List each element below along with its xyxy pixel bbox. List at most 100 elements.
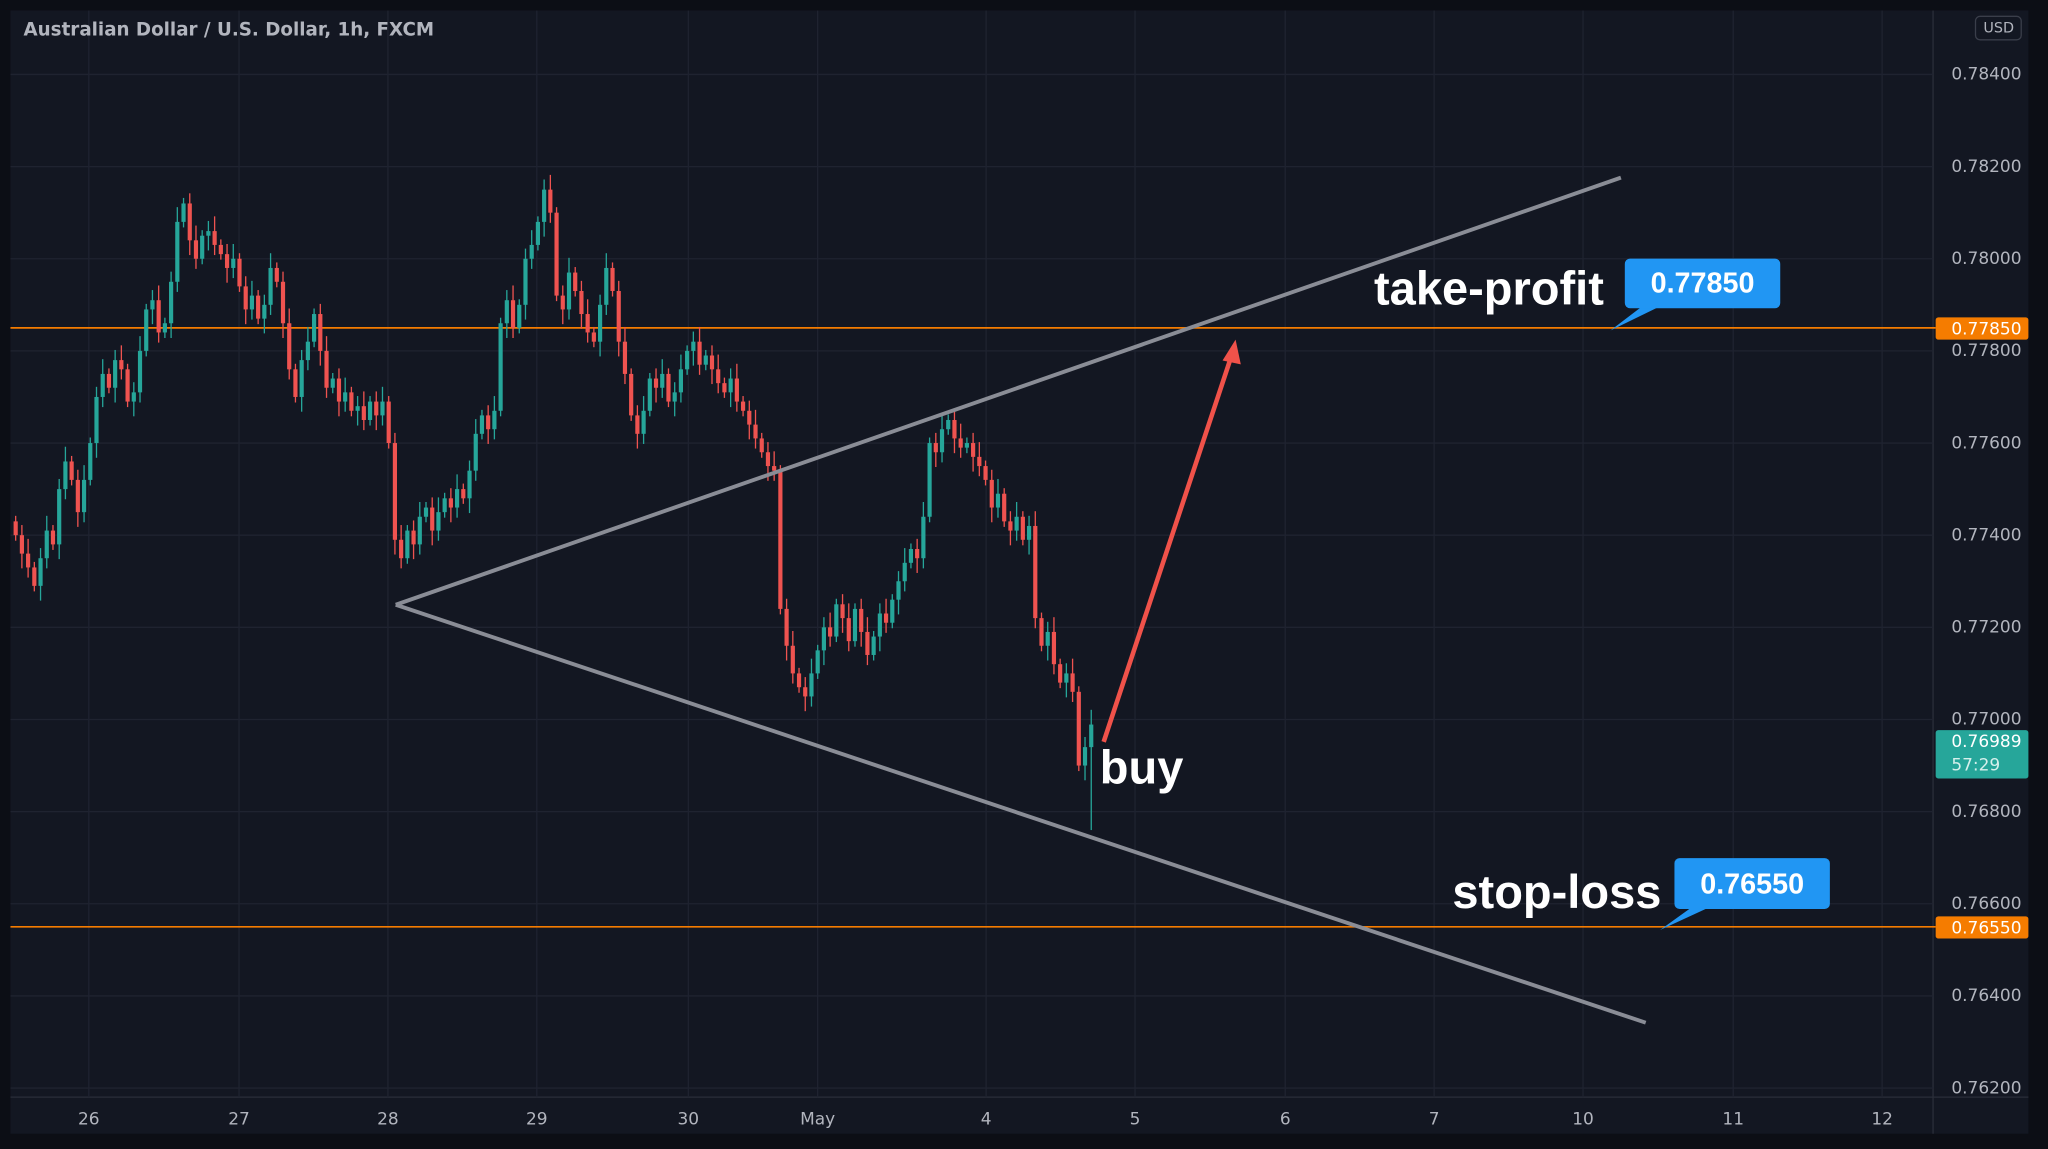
candle <box>542 179 547 237</box>
y-tick-label: 0.76200 <box>1951 1078 2021 1098</box>
candle <box>1039 612 1044 652</box>
candle <box>548 174 553 223</box>
candle-body <box>461 489 466 499</box>
candle <box>405 525 410 564</box>
candle-body <box>734 378 739 402</box>
candle <box>977 442 982 477</box>
candle-body <box>423 507 429 517</box>
candle <box>890 594 895 629</box>
candle <box>1008 511 1013 546</box>
candle-body <box>224 254 230 268</box>
candle <box>212 216 217 256</box>
candle-body <box>560 295 565 310</box>
candle <box>193 225 199 269</box>
candle-body <box>94 396 99 444</box>
candle-body <box>877 613 882 637</box>
candle-body <box>268 267 273 305</box>
candle-body <box>1076 691 1081 766</box>
candle-body <box>442 498 447 513</box>
candle <box>374 391 379 431</box>
candle-body <box>983 466 988 480</box>
candle <box>759 432 764 458</box>
candle-body <box>1033 525 1038 619</box>
candle-body <box>585 314 590 333</box>
price-tag-bg <box>1935 317 2029 340</box>
candle <box>523 248 528 320</box>
candle-body <box>125 369 130 402</box>
candle <box>336 368 342 417</box>
candle <box>75 469 80 527</box>
stop-loss-label: stop-loss <box>1452 864 1662 919</box>
candle-body <box>144 309 149 351</box>
candle <box>678 354 683 403</box>
candle-body <box>1064 673 1069 683</box>
y-tick-label: 0.77000 <box>1951 710 2021 730</box>
candle <box>63 446 68 500</box>
candle-body <box>666 373 671 402</box>
candle-body <box>374 401 379 416</box>
candle <box>1070 658 1075 702</box>
candle <box>1033 511 1038 629</box>
price-tag-bg <box>1935 916 2029 939</box>
candle <box>32 561 37 592</box>
candle-body <box>119 360 124 370</box>
candle-body <box>635 415 640 434</box>
candle <box>367 396 373 426</box>
candle <box>479 409 485 440</box>
candle-body <box>896 581 901 600</box>
candle <box>26 538 31 578</box>
candle-body <box>753 424 758 439</box>
candle-body <box>933 443 938 453</box>
candle <box>597 294 603 357</box>
candle <box>430 497 435 546</box>
candle <box>1082 736 1088 781</box>
candle-body <box>927 443 932 517</box>
candle-body <box>803 687 808 697</box>
buy-arrow <box>1101 354 1234 743</box>
candle <box>610 262 615 297</box>
take-profit-value-box: 0.77850 <box>1624 258 1781 309</box>
candle-body <box>467 470 472 499</box>
candle <box>747 400 752 440</box>
candle <box>144 303 149 357</box>
candle-body <box>193 240 199 259</box>
candle-body <box>548 189 553 213</box>
candle-body <box>361 406 366 420</box>
candle <box>902 548 907 592</box>
candle-body <box>218 244 223 255</box>
candle <box>653 368 659 403</box>
candle <box>498 317 503 417</box>
candle-body <box>691 341 696 351</box>
take-profit-label: take-profit <box>1374 261 1604 315</box>
candle-body <box>759 438 764 453</box>
candle <box>815 644 820 679</box>
candle <box>933 432 938 467</box>
candle <box>1014 502 1019 541</box>
currency-button[interactable]: USD <box>1975 15 2022 41</box>
candle <box>709 345 715 385</box>
candle-body <box>517 304 522 328</box>
candle <box>1058 658 1063 689</box>
candle-body <box>88 443 93 480</box>
candle-body <box>778 470 783 609</box>
candle <box>840 594 845 633</box>
candle-body <box>796 673 802 688</box>
candle-body <box>256 295 261 319</box>
candle-body <box>156 300 161 333</box>
candle-body <box>939 429 945 453</box>
candle-body <box>815 650 820 674</box>
candle-body <box>1002 493 1007 522</box>
candle-body <box>722 383 727 393</box>
candle <box>349 386 354 417</box>
candle-body <box>678 369 683 393</box>
candle <box>883 598 889 633</box>
candle <box>635 405 640 449</box>
candle-body <box>430 507 435 531</box>
arrow-head-icon <box>1222 339 1241 365</box>
candle-body <box>486 415 491 430</box>
candle-body <box>989 479 994 508</box>
candle-body <box>479 415 485 434</box>
candle-body <box>852 608 858 642</box>
candle <box>778 465 783 615</box>
